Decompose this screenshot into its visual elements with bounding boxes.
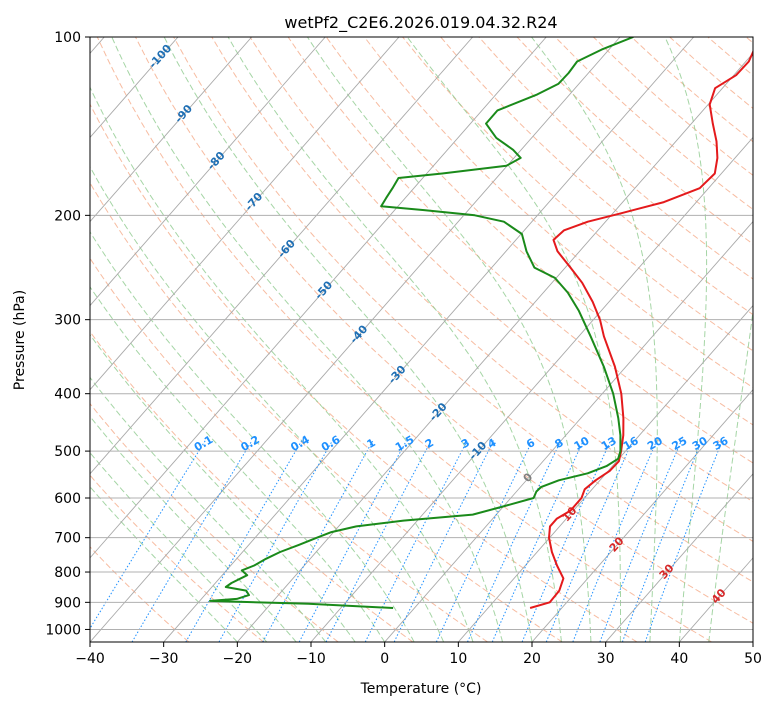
y-tick-label: 200 [54, 208, 81, 224]
x-tick-label: 10 [449, 651, 467, 667]
x-tick-label: −20 [223, 651, 253, 667]
x-tick-label: −30 [149, 651, 179, 667]
chart-title: wetPf2_C2E6.2026.019.04.32.R24 [284, 13, 557, 33]
x-tick-label: 0 [380, 651, 389, 667]
y-tick-label: 400 [54, 387, 81, 403]
x-tick-label: 40 [670, 651, 688, 667]
x-tick-label: 20 [523, 651, 541, 667]
x-tick-label: −40 [75, 651, 105, 667]
y-tick-label: 1000 [45, 622, 81, 638]
x-tick-label: 30 [597, 651, 615, 667]
x-axis-label: Temperature (°C) [360, 681, 482, 697]
y-tick-label: 500 [54, 444, 81, 460]
x-tick-label: −10 [296, 651, 326, 667]
y-tick-label: 300 [54, 313, 81, 329]
y-tick-label: 100 [54, 30, 81, 46]
y-axis-label: Pressure (hPa) [12, 290, 28, 390]
y-tick-label: 800 [54, 565, 81, 581]
x-tick-label: 50 [744, 651, 762, 667]
y-tick-label: 900 [54, 595, 81, 611]
y-tick-label: 600 [54, 491, 81, 507]
y-tick-label: 700 [54, 531, 81, 547]
